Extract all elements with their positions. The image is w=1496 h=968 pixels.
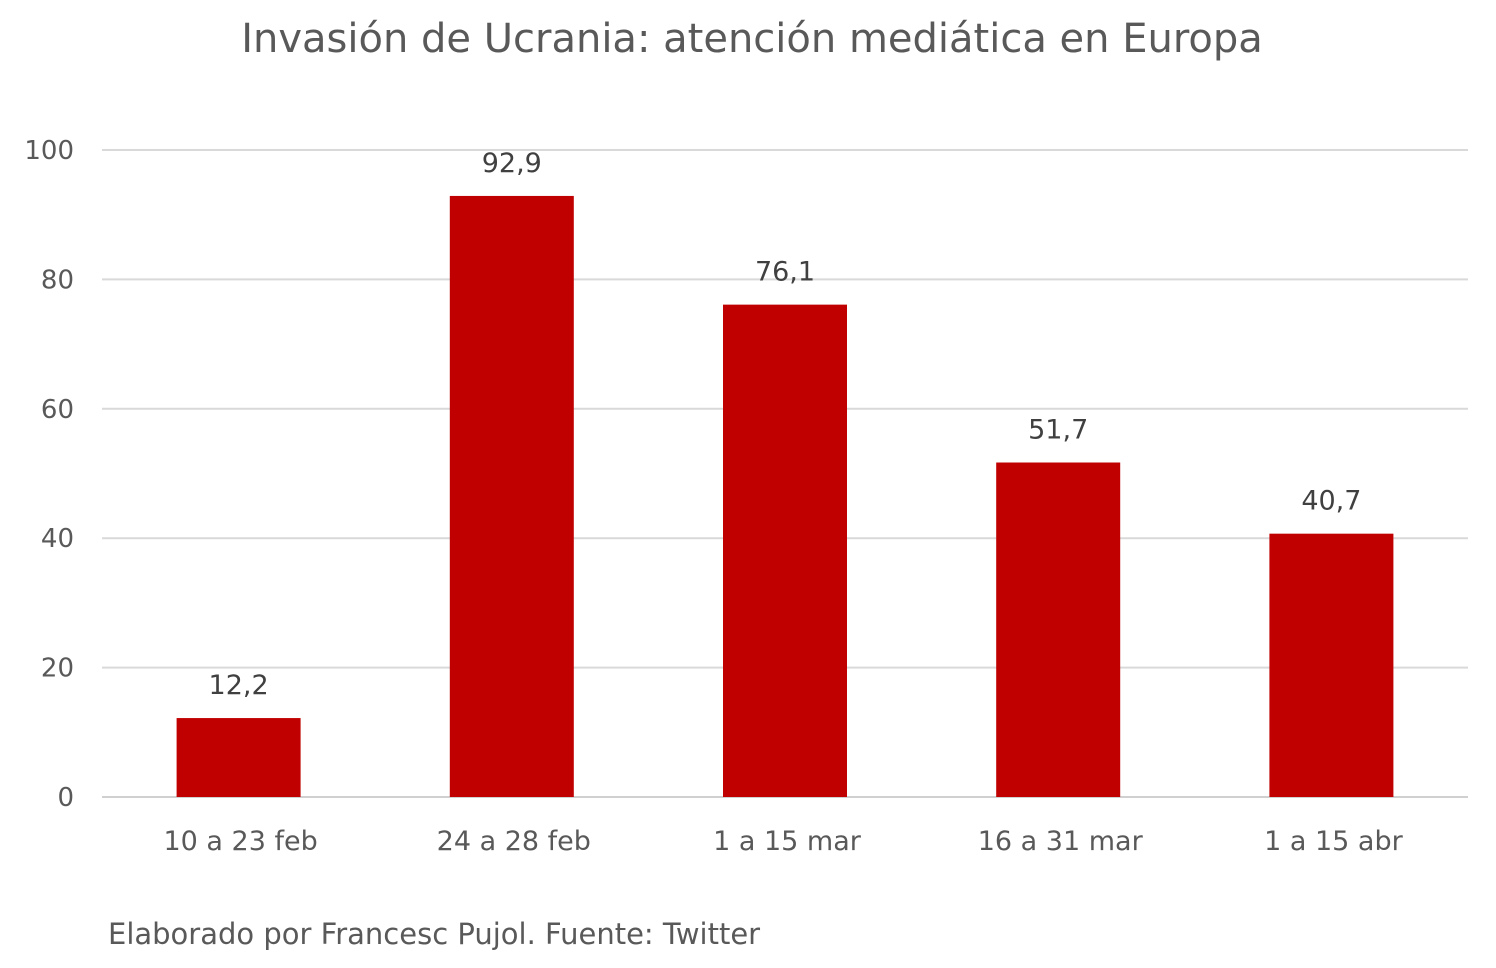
y-tick-label: 100	[24, 136, 74, 166]
y-axis-ticks: 0 20 40 60 80 100	[24, 136, 74, 813]
y-tick-label: 20	[41, 654, 74, 684]
data-label: 51,7	[1028, 415, 1088, 446]
y-tick-label: 0	[57, 783, 74, 813]
data-label: 92,9	[482, 148, 542, 179]
data-label: 40,7	[1301, 486, 1361, 517]
x-tick-label: 24 a 28 feb	[437, 826, 591, 857]
y-tick-label: 80	[41, 265, 74, 295]
source-note: Elaborado por Francesc Pujol. Fuente: Tw…	[108, 917, 760, 951]
data-labels: 12,2 92,9 76,1 51,7 40,7	[209, 148, 1362, 701]
x-tick-label: 16 a 31 mar	[978, 826, 1144, 857]
bar	[1269, 533, 1394, 797]
x-axis-categories: 10 a 23 feb 24 a 28 feb 1 a 15 mar 16 a 31 …	[163, 826, 1403, 857]
chart-title: Invasión de Ucrania: atención mediática …	[241, 16, 1263, 62]
bar	[176, 718, 301, 797]
x-tick-label: 1 a 15 mar	[713, 826, 862, 857]
bar	[449, 195, 574, 797]
bar	[723, 304, 847, 797]
y-tick-label: 60	[41, 395, 74, 425]
y-tick-label: 40	[41, 524, 74, 554]
x-tick-label: 10 a 23 feb	[163, 826, 317, 857]
data-label: 12,2	[209, 670, 269, 701]
bar	[996, 462, 1121, 797]
x-tick-label: 1 a 15 abr	[1264, 826, 1404, 857]
bars	[176, 195, 1394, 797]
data-label: 76,1	[755, 257, 815, 288]
